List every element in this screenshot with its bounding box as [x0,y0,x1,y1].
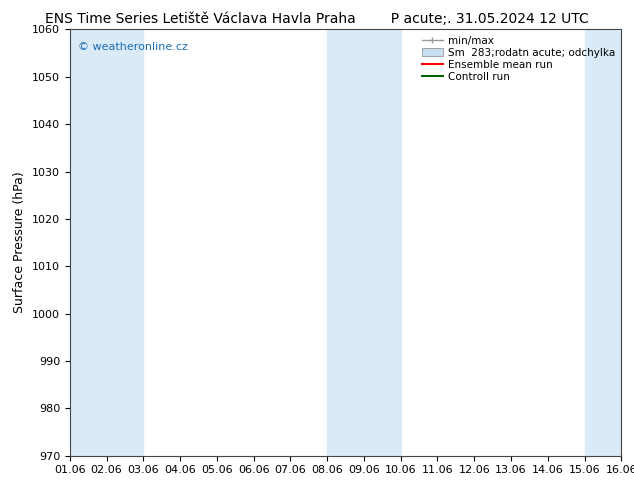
Bar [585,29,621,456]
Bar [327,29,401,456]
Text: ENS Time Series Letiště Václava Havla Praha        P acute;. 31.05.2024 12 UTC: ENS Time Series Letiště Václava Havla Pr… [45,12,589,26]
Y-axis label: Surface Pressure (hPa): Surface Pressure (hPa) [13,172,27,314]
Legend: min/max, Sm  283;rodatn acute; odchylka, Ensemble mean run, Controll run: min/max, Sm 283;rodatn acute; odchylka, … [418,32,618,85]
Bar [70,29,143,456]
Text: © weatheronline.cz: © weatheronline.cz [78,42,188,52]
